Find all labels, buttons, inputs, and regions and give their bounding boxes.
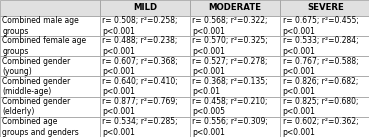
Text: Combined gender
(middle-age): Combined gender (middle-age) bbox=[2, 77, 70, 96]
Bar bbox=[190, 76, 280, 97]
Text: r= 0.877; r²=0.769;
p<0.001: r= 0.877; r²=0.769; p<0.001 bbox=[102, 97, 177, 116]
Text: r= 0.508; r²=0.258;
p<0.001: r= 0.508; r²=0.258; p<0.001 bbox=[102, 16, 177, 36]
Bar bbox=[100, 56, 190, 76]
Bar bbox=[280, 97, 369, 117]
Bar bbox=[190, 97, 280, 117]
Text: Combined gender
(elderly): Combined gender (elderly) bbox=[2, 97, 70, 116]
Bar bbox=[100, 16, 190, 36]
Text: r= 0.607; r²=0.368;
p<0.001: r= 0.607; r²=0.368; p<0.001 bbox=[102, 57, 177, 76]
Bar bbox=[280, 117, 369, 137]
Text: Combined male age
groups: Combined male age groups bbox=[2, 16, 79, 36]
Bar bbox=[0, 16, 100, 36]
Bar bbox=[0, 76, 100, 97]
Bar bbox=[190, 0, 280, 16]
Bar bbox=[280, 56, 369, 76]
Text: r= 0.556; r²=0.309;
p<0.001: r= 0.556; r²=0.309; p<0.001 bbox=[192, 117, 268, 137]
Text: r= 0.767; r²=0.588;
p<0.001: r= 0.767; r²=0.588; p<0.001 bbox=[283, 57, 358, 76]
Text: Combined female age
groups: Combined female age groups bbox=[2, 36, 86, 56]
Text: r= 0.458; r²=0.210;
p<0.005: r= 0.458; r²=0.210; p<0.005 bbox=[192, 97, 268, 116]
Bar bbox=[190, 117, 280, 137]
Text: MILD: MILD bbox=[133, 3, 157, 12]
Bar bbox=[280, 36, 369, 56]
Text: r= 0.675; r²=0.455;
p<0.001: r= 0.675; r²=0.455; p<0.001 bbox=[283, 16, 359, 36]
Bar bbox=[190, 36, 280, 56]
Bar bbox=[280, 0, 369, 16]
Bar bbox=[0, 56, 100, 76]
Text: r= 0.568; r²=0.322;
p<0.001: r= 0.568; r²=0.322; p<0.001 bbox=[192, 16, 268, 36]
Bar bbox=[280, 76, 369, 97]
Text: SEVERE: SEVERE bbox=[307, 3, 344, 12]
Text: Combined gender
(young): Combined gender (young) bbox=[2, 57, 70, 76]
Bar bbox=[280, 16, 369, 36]
Text: r= 0.534; r²=0.285;
p<0.001: r= 0.534; r²=0.285; p<0.001 bbox=[102, 117, 177, 137]
Bar bbox=[190, 16, 280, 36]
Text: r= 0.825; r²=0.680;
p<0.001: r= 0.825; r²=0.680; p<0.001 bbox=[283, 97, 358, 116]
Bar bbox=[100, 0, 190, 16]
Bar bbox=[100, 76, 190, 97]
Text: r= 0.368; r²=0.135;
p<0.01: r= 0.368; r²=0.135; p<0.01 bbox=[192, 77, 268, 96]
Bar bbox=[0, 117, 100, 137]
Text: Combined age
groups and genders: Combined age groups and genders bbox=[2, 117, 79, 137]
Bar bbox=[0, 36, 100, 56]
Text: MODERATE: MODERATE bbox=[209, 3, 262, 12]
Text: r= 0.602; r²=0.362;
p<0.001: r= 0.602; r²=0.362; p<0.001 bbox=[283, 117, 358, 137]
Bar bbox=[0, 97, 100, 117]
Bar bbox=[190, 56, 280, 76]
Text: r= 0.826; r²=0.682;
p<0.001: r= 0.826; r²=0.682; p<0.001 bbox=[283, 77, 358, 96]
Bar bbox=[0, 0, 100, 16]
Text: r= 0.640; r²=0.410;
p<0.001: r= 0.640; r²=0.410; p<0.001 bbox=[102, 77, 177, 96]
Bar bbox=[100, 36, 190, 56]
Text: r= 0.488; r²=0.238;
p<0.001: r= 0.488; r²=0.238; p<0.001 bbox=[102, 36, 177, 56]
Text: r= 0.533; r²=0.284;
p<0.001: r= 0.533; r²=0.284; p<0.001 bbox=[283, 36, 358, 56]
Bar bbox=[100, 117, 190, 137]
Text: r= 0.570; r²=0.325;
p<0.001: r= 0.570; r²=0.325; p<0.001 bbox=[192, 36, 268, 56]
Text: r= 0.527; r²=0.278;
p<0.001: r= 0.527; r²=0.278; p<0.001 bbox=[192, 57, 268, 76]
Bar bbox=[100, 97, 190, 117]
